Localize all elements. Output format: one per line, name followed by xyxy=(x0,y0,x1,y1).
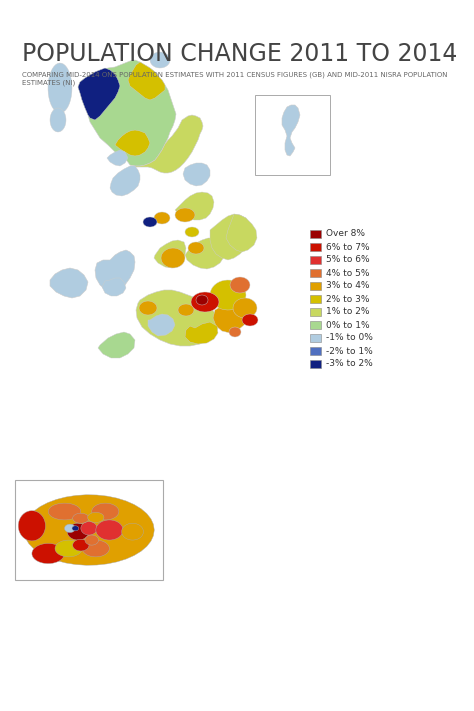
Text: 3% to 4%: 3% to 4% xyxy=(326,282,370,291)
Polygon shape xyxy=(102,278,126,296)
Polygon shape xyxy=(161,248,185,268)
Polygon shape xyxy=(48,503,81,520)
Polygon shape xyxy=(73,539,89,551)
Polygon shape xyxy=(178,304,194,316)
Polygon shape xyxy=(107,150,128,166)
Text: 6% to 7%: 6% to 7% xyxy=(326,242,370,252)
Polygon shape xyxy=(24,495,154,565)
Polygon shape xyxy=(98,332,135,358)
Polygon shape xyxy=(72,526,79,531)
Polygon shape xyxy=(143,217,157,227)
Bar xyxy=(310,282,321,290)
Polygon shape xyxy=(175,208,195,222)
Polygon shape xyxy=(110,166,140,196)
Polygon shape xyxy=(136,290,218,346)
Polygon shape xyxy=(73,513,89,523)
Polygon shape xyxy=(128,62,165,100)
Text: 1% to 2%: 1% to 2% xyxy=(326,307,370,316)
Polygon shape xyxy=(92,503,119,520)
Polygon shape xyxy=(210,280,246,310)
Bar xyxy=(310,308,321,316)
Polygon shape xyxy=(185,238,226,269)
Polygon shape xyxy=(191,292,219,312)
Polygon shape xyxy=(18,510,46,541)
Bar xyxy=(15,480,163,580)
Polygon shape xyxy=(213,304,247,333)
Polygon shape xyxy=(230,277,250,293)
Polygon shape xyxy=(233,298,257,318)
Text: COMPARING MID-2014 ONS POPULATION ESTIMATES WITH 2011 CENSUS FIGURES (GB) AND MI: COMPARING MID-2014 ONS POPULATION ESTIMA… xyxy=(22,72,447,86)
Polygon shape xyxy=(175,192,214,220)
Text: 0% to 1%: 0% to 1% xyxy=(326,321,370,329)
Polygon shape xyxy=(85,535,99,545)
Bar xyxy=(255,95,330,175)
Polygon shape xyxy=(82,540,109,557)
Text: -1% to 0%: -1% to 0% xyxy=(326,333,373,343)
Text: -2% to 1%: -2% to 1% xyxy=(326,346,373,356)
Polygon shape xyxy=(122,523,144,540)
Polygon shape xyxy=(148,314,175,336)
Bar xyxy=(310,360,321,368)
Text: Over 8%: Over 8% xyxy=(326,230,365,238)
Polygon shape xyxy=(185,322,218,344)
Polygon shape xyxy=(183,163,210,186)
Text: 2% to 3%: 2% to 3% xyxy=(326,294,370,304)
Polygon shape xyxy=(226,214,257,252)
Bar xyxy=(310,269,321,277)
Polygon shape xyxy=(115,130,150,156)
Polygon shape xyxy=(88,513,104,523)
Polygon shape xyxy=(210,214,252,260)
Polygon shape xyxy=(78,60,176,166)
Text: POPULATION CHANGE 2011 TO 2014: POPULATION CHANGE 2011 TO 2014 xyxy=(22,42,457,66)
Polygon shape xyxy=(32,543,64,564)
Polygon shape xyxy=(64,524,75,533)
Bar xyxy=(310,334,321,342)
Bar xyxy=(310,295,321,303)
Polygon shape xyxy=(188,242,204,254)
Polygon shape xyxy=(196,295,208,305)
Polygon shape xyxy=(55,540,82,557)
Polygon shape xyxy=(50,108,66,132)
Polygon shape xyxy=(229,327,241,337)
Polygon shape xyxy=(95,250,135,292)
Polygon shape xyxy=(282,105,300,156)
Polygon shape xyxy=(139,301,157,315)
Polygon shape xyxy=(96,520,123,540)
Polygon shape xyxy=(154,240,186,268)
Polygon shape xyxy=(130,115,203,173)
Bar xyxy=(310,243,321,251)
Polygon shape xyxy=(81,522,97,535)
Polygon shape xyxy=(78,68,120,120)
Text: -3% to 2%: -3% to 2% xyxy=(326,360,373,368)
Polygon shape xyxy=(150,52,170,68)
Bar xyxy=(310,347,321,355)
Text: 5% to 6%: 5% to 6% xyxy=(326,255,370,264)
Bar xyxy=(310,321,321,329)
Polygon shape xyxy=(154,212,170,224)
Polygon shape xyxy=(67,523,89,540)
Bar xyxy=(310,230,321,238)
Polygon shape xyxy=(242,314,258,326)
Text: 4% to 5%: 4% to 5% xyxy=(326,269,370,277)
Polygon shape xyxy=(48,63,72,113)
Bar xyxy=(310,256,321,264)
Polygon shape xyxy=(50,268,88,298)
Polygon shape xyxy=(185,227,199,237)
